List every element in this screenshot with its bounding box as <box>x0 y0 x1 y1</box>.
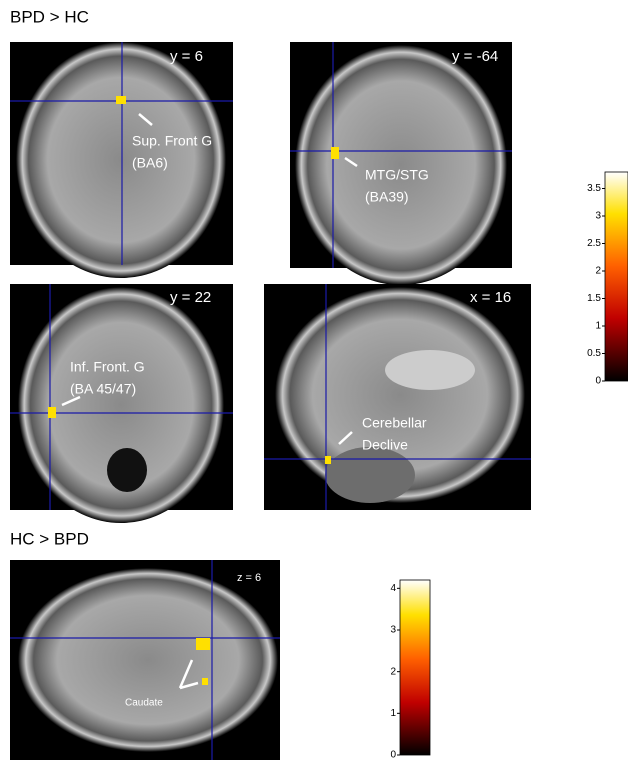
annotation: (BA 45/47) <box>70 381 136 397</box>
annotation: Cerebellar <box>362 415 427 431</box>
brain-panel: z = 6 Caudate <box>10 560 280 760</box>
tick-label: 3 <box>595 211 601 222</box>
tick-label: 2 <box>390 666 396 677</box>
tick-label: 3 <box>390 625 396 636</box>
annotation: Sup. Front G <box>132 133 212 149</box>
section-title: HC > BPD <box>10 529 89 548</box>
tick-label: 0 <box>390 750 396 761</box>
tick-label: 1 <box>595 321 601 332</box>
slice-label: y = 6 <box>170 48 203 65</box>
tick-label: 2 <box>595 266 601 277</box>
tick-label: 3.5 <box>587 183 601 194</box>
tick-label: 0 <box>595 376 601 387</box>
tick-label: 1.5 <box>587 293 601 304</box>
annotation: Caudate <box>125 698 163 709</box>
annotation: (BA6) <box>132 155 168 171</box>
colorbar <box>605 172 628 381</box>
annotation: Declive <box>362 437 408 453</box>
section-title: BPD > HC <box>10 7 89 26</box>
tick-label: 4 <box>390 583 396 594</box>
slice-label: x = 16 <box>470 289 511 306</box>
colorbar <box>400 580 430 755</box>
brain-panel: y = 22 Inf. Front. G (BA 45/47) <box>10 284 233 523</box>
brain-panel: x = 16 Cerebellar Declive <box>264 284 531 510</box>
slice-label: z = 6 <box>237 572 261 584</box>
figure: BPD > HC y = 6 Sup. Front G (BA6) y = -6… <box>0 0 628 762</box>
slice-label: y = -64 <box>452 48 498 65</box>
brain-panel: y = 6 Sup. Front G (BA6) <box>10 42 233 278</box>
brain-panel: y = -64 MTG/STG (BA39) <box>290 42 512 285</box>
annotation: (BA39) <box>365 189 409 205</box>
tick-label: 0.5 <box>587 348 601 359</box>
annotation: Inf. Front. G <box>70 359 145 375</box>
tick-label: 1 <box>390 708 396 719</box>
slice-label: y = 22 <box>170 289 211 306</box>
tick-label: 2.5 <box>587 238 601 249</box>
annotation: MTG/STG <box>365 167 429 183</box>
